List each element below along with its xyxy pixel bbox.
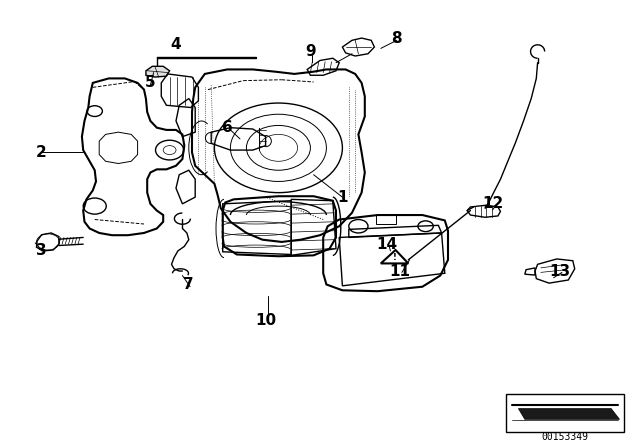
Text: 7: 7	[184, 277, 194, 292]
Text: 11: 11	[390, 263, 410, 279]
Polygon shape	[146, 66, 170, 77]
Text: 1: 1	[337, 190, 348, 205]
Text: 14: 14	[376, 237, 398, 252]
Text: 4: 4	[171, 37, 181, 52]
Text: 8: 8	[392, 30, 402, 46]
Text: 9: 9	[305, 44, 316, 59]
Polygon shape	[518, 409, 620, 419]
Text: 3: 3	[36, 243, 47, 258]
Text: 10: 10	[255, 313, 276, 328]
Text: 12: 12	[482, 196, 504, 211]
Text: !: !	[393, 253, 397, 262]
Text: 5: 5	[145, 75, 156, 90]
Text: 00153349: 00153349	[541, 432, 588, 442]
Text: 2: 2	[36, 145, 47, 160]
Text: 6: 6	[222, 120, 232, 135]
Bar	[506, 394, 624, 432]
Text: 13: 13	[549, 263, 571, 279]
